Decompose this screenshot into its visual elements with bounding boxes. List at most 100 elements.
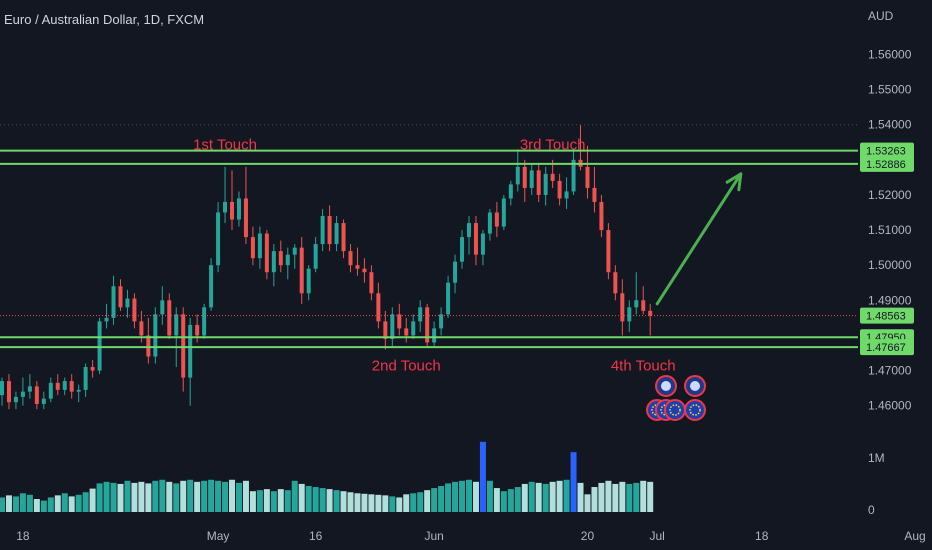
symbol-title: Euro / Australian Dollar, 1D, FXCM (4, 12, 204, 27)
volume-bar (110, 482, 117, 512)
candle-body (348, 251, 353, 266)
volume-bar (256, 490, 263, 512)
candle-body (501, 198, 506, 227)
candle-body (320, 216, 325, 245)
volume-tick-label: 1M (868, 451, 885, 465)
volume-bar (584, 494, 591, 512)
volume-tick-label: 0 (868, 503, 875, 517)
volume-bar (242, 480, 249, 512)
last-price-badge: 1.48563 (866, 311, 906, 323)
volume-bar (222, 481, 229, 512)
candle-body (181, 314, 186, 378)
volume-bar (640, 480, 647, 512)
candle-body (97, 321, 102, 371)
candle-body (613, 272, 618, 294)
volume-bar (326, 489, 333, 512)
candle-body (146, 335, 151, 357)
candle-body (453, 261, 458, 283)
volume-bar (138, 481, 145, 512)
volume-bar (347, 492, 354, 512)
candle-body (606, 230, 611, 273)
volume-bar (472, 481, 479, 512)
volume-bar (647, 481, 654, 512)
touch-label: 2nd Touch (372, 358, 441, 375)
volume-bar (131, 482, 138, 512)
volume-bar (159, 479, 166, 512)
candlesticks (0, 124, 653, 410)
volume-bar (298, 483, 305, 512)
volume-bar (54, 495, 61, 512)
price-tick-label: 1.56000 (868, 47, 912, 61)
volume-bar (40, 500, 47, 512)
volume-bar (82, 492, 89, 512)
australia-flag-event-icon[interactable] (684, 375, 706, 397)
candle-body (627, 307, 632, 322)
level-price-badge-bg (860, 142, 914, 159)
touch-label: 1st Touch (193, 136, 257, 153)
volume-bar (19, 493, 26, 512)
volume-bar (263, 489, 270, 512)
volume-bar (389, 496, 396, 512)
candle-body (327, 216, 332, 245)
candle-body (543, 173, 548, 195)
level-price-badge: 1.52886 (866, 159, 906, 171)
candle-body (599, 201, 604, 231)
volume-bar (145, 483, 152, 512)
candle-body (118, 286, 123, 308)
touch-label: 4th Touch (611, 358, 676, 375)
volume-bar (305, 486, 312, 512)
candle-body (473, 223, 478, 255)
volume-bar (270, 491, 277, 512)
volume-bar (507, 489, 514, 512)
volume-bar (605, 480, 612, 512)
candle-body (299, 247, 304, 294)
touch-label: 3rd Touch (520, 136, 586, 153)
candle-body (153, 314, 158, 357)
candle-body (536, 170, 541, 195)
volume-bar (47, 497, 54, 512)
candle-body (125, 298, 130, 308)
volume-axis: 1M 0 (868, 451, 885, 517)
volume-bar (619, 481, 626, 512)
volume-bar (598, 482, 605, 512)
candle-body (195, 324, 200, 336)
level-price-badge-bg (860, 339, 914, 356)
volume-bar (354, 493, 361, 512)
candle-body (257, 233, 262, 259)
candle-body (446, 282, 451, 315)
candle-body (362, 268, 367, 273)
time-tick-label: Jul (650, 529, 665, 543)
volume-bar (208, 479, 215, 512)
volume-bar (612, 483, 619, 512)
price-axis-panel[interactable] (858, 0, 932, 550)
candle-body (278, 251, 283, 266)
candle-body (236, 198, 241, 220)
volume-bar (291, 480, 298, 512)
candle-body (376, 293, 381, 322)
volume-bar (368, 494, 375, 512)
candle-body (174, 314, 179, 336)
volume-bar (312, 487, 319, 512)
level-price-badge: 1.53263 (866, 146, 906, 158)
candle-body (508, 184, 513, 199)
event-icons[interactable] (646, 375, 706, 421)
volume-bar (424, 490, 431, 512)
volume-bar (633, 482, 640, 512)
candle-body (529, 170, 534, 188)
candle-body (34, 386, 39, 404)
australia-flag-event-icon[interactable] (655, 375, 677, 397)
candle-body (167, 300, 172, 336)
volume-bar (187, 479, 194, 512)
eu-flag-event-icon[interactable] (664, 399, 686, 421)
currency-label: AUD (868, 9, 894, 23)
volume-bar (194, 481, 201, 512)
candle-body (27, 386, 32, 392)
candle-body (48, 382, 53, 399)
eu-flag-event-icon[interactable] (684, 399, 706, 421)
volume-bar (521, 483, 528, 512)
candle-body (6, 381, 11, 403)
candle-body (223, 201, 228, 213)
volume-bar (5, 495, 12, 512)
